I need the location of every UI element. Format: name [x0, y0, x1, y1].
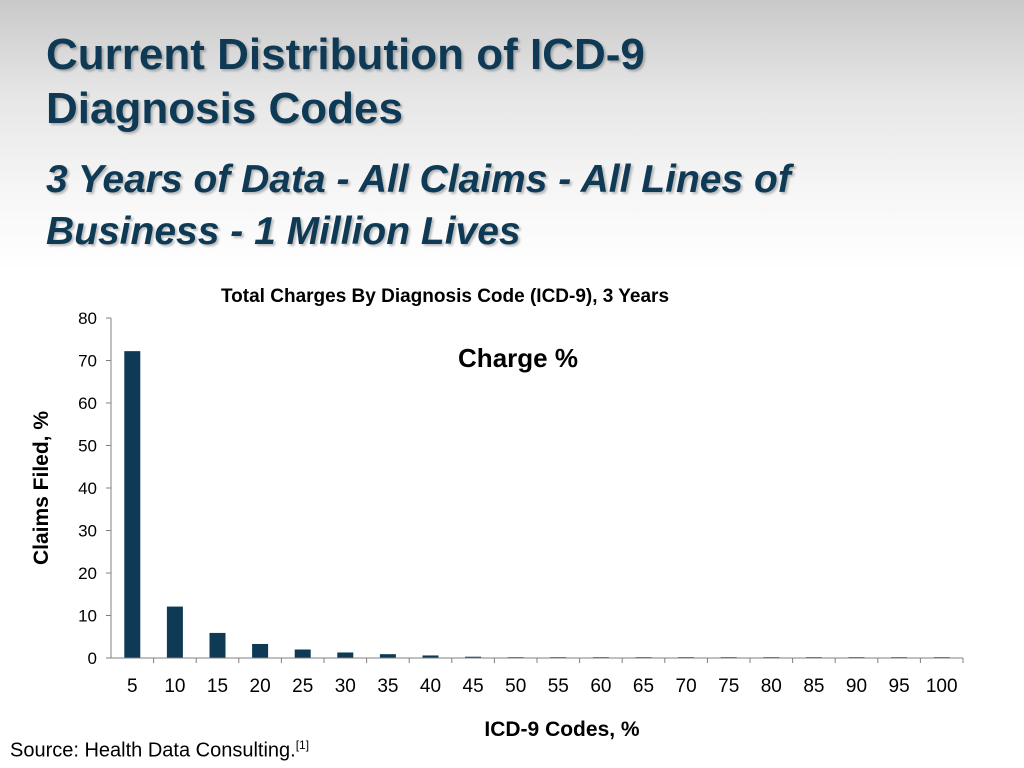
x-tick-label: 25: [292, 676, 313, 697]
y-tick-label: 80: [78, 309, 97, 328]
slide-title-line2: Diagnosis Codes: [46, 84, 403, 133]
x-tick-label: 90: [846, 676, 867, 697]
y-tick-label: 20: [78, 564, 97, 583]
x-tick-label: 5: [127, 676, 138, 697]
x-tick-label: 50: [505, 676, 526, 697]
slide-title-line1: Current Distribution of ICD-9: [46, 30, 645, 79]
bar-40: [422, 655, 439, 658]
header-background: [0, 0, 1024, 270]
source-note: Source: Health Data Consulting.[1]: [10, 738, 309, 763]
bars: [124, 351, 950, 658]
x-tick-label: 85: [803, 676, 824, 697]
x-tick-label: 95: [889, 676, 910, 697]
x-tick-label: 80: [761, 676, 782, 697]
x-axis-label: ICD-9 Codes, %: [484, 718, 640, 740]
source-reference: [1]: [295, 738, 310, 752]
x-tick-label: 100: [926, 676, 958, 697]
x-axis-ticks: 5 10 15 20 25 30 35 40 45 50 55 60 65 70 75 80 85 90 95 100: [127, 658, 964, 697]
bar-10: [166, 606, 183, 658]
bar-chart: Total Charges By Diagnosis Code (ICD-9),…: [30, 286, 964, 740]
y-tick-label: 40: [78, 479, 97, 498]
bar-30: [337, 652, 354, 658]
slide-subtitle: 3 Years of Data - All Claims - All Lines…: [46, 154, 1006, 258]
x-tick-label: 35: [377, 676, 398, 697]
source-text: Source: Health Data Consulting.: [10, 739, 296, 762]
chart-title: Total Charges By Diagnosis Code (ICD-9),…: [221, 286, 669, 307]
slide-subtitle-line1: 3 Years of Data - All Claims - All Lines…: [46, 158, 791, 201]
x-tick-label: 10: [164, 676, 185, 697]
x-tick-label: 40: [420, 676, 441, 697]
x-tick-label: 55: [548, 676, 569, 697]
bar-20: [252, 643, 269, 658]
bar-25: [294, 649, 311, 658]
bar-45: [465, 656, 482, 658]
x-tick-label: 60: [590, 676, 611, 697]
x-tick-label: 75: [718, 676, 739, 697]
y-axis-ticks: 0 10 20 30 40 50 60 70 80: [78, 309, 111, 668]
x-tick-label: 15: [207, 676, 228, 697]
x-tick-label: 20: [250, 676, 271, 697]
x-tick-label: 70: [676, 676, 697, 697]
y-tick-label: 30: [78, 522, 97, 541]
x-tick-label: 45: [463, 676, 484, 697]
y-tick-label: 70: [78, 352, 97, 371]
chart-annotation: Charge %: [458, 343, 578, 373]
y-tick-label: 60: [78, 394, 97, 413]
bar-5: [124, 351, 141, 658]
y-tick-label: 10: [78, 607, 97, 626]
y-axis-label: Claims Filed, %: [30, 411, 53, 565]
bar-35: [379, 654, 396, 658]
bar-15: [209, 632, 226, 658]
slide-title: Current Distribution of ICD-9 Diagnosis C…: [46, 28, 1006, 136]
y-tick-label: 0: [88, 649, 97, 668]
x-tick-label: 30: [335, 676, 356, 697]
x-tick-label: 65: [633, 676, 654, 697]
slide-subtitle-line2: Business - 1 Million Lives: [46, 210, 521, 253]
y-tick-label: 50: [78, 437, 97, 456]
